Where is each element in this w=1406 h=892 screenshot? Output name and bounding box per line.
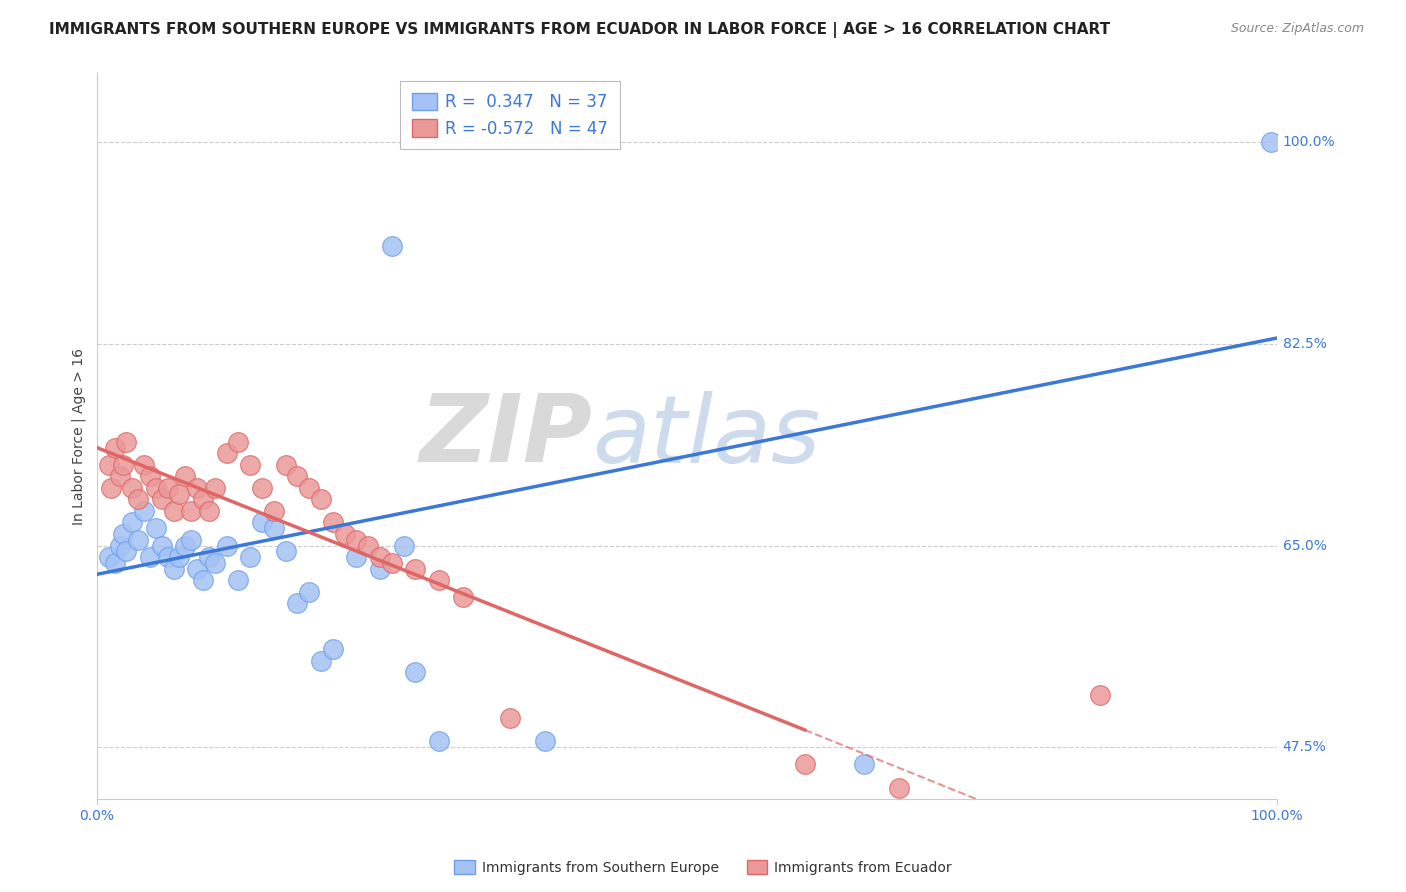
Point bbox=[111, 527, 134, 541]
Text: ZIP: ZIP bbox=[419, 390, 592, 482]
Point bbox=[793, 757, 815, 772]
Point bbox=[145, 481, 167, 495]
Point bbox=[368, 549, 391, 564]
Point bbox=[150, 492, 173, 507]
Point bbox=[127, 492, 149, 507]
Point bbox=[381, 556, 404, 570]
Point bbox=[534, 734, 557, 748]
Point bbox=[132, 504, 155, 518]
Point bbox=[889, 780, 911, 795]
Point bbox=[115, 434, 138, 449]
Point bbox=[263, 521, 285, 535]
Point bbox=[427, 573, 450, 587]
Point bbox=[287, 469, 309, 483]
Point bbox=[186, 561, 208, 575]
Point bbox=[174, 469, 197, 483]
Point bbox=[404, 665, 426, 680]
Point bbox=[121, 481, 143, 495]
Point bbox=[156, 481, 179, 495]
Point bbox=[239, 458, 262, 472]
Point bbox=[274, 458, 297, 472]
Point bbox=[132, 458, 155, 472]
Point bbox=[239, 549, 262, 564]
Point bbox=[499, 711, 522, 725]
Point bbox=[250, 516, 273, 530]
Point bbox=[110, 539, 132, 553]
Point bbox=[204, 481, 226, 495]
Text: 47.5%: 47.5% bbox=[1282, 740, 1326, 755]
Point bbox=[121, 516, 143, 530]
Legend: Immigrants from Southern Europe, Immigrants from Ecuador: Immigrants from Southern Europe, Immigra… bbox=[449, 855, 957, 880]
Point bbox=[204, 556, 226, 570]
Point bbox=[404, 561, 426, 575]
Point bbox=[162, 561, 184, 575]
Point bbox=[322, 516, 344, 530]
Point bbox=[228, 573, 250, 587]
Point bbox=[274, 544, 297, 558]
Y-axis label: In Labor Force | Age > 16: In Labor Force | Age > 16 bbox=[72, 348, 86, 524]
Point bbox=[156, 549, 179, 564]
Point bbox=[298, 481, 321, 495]
Point bbox=[162, 504, 184, 518]
Legend: R =  0.347   N = 37, R = -0.572   N = 47: R = 0.347 N = 37, R = -0.572 N = 47 bbox=[401, 81, 620, 149]
Point bbox=[115, 544, 138, 558]
Point bbox=[392, 539, 415, 553]
Text: 82.5%: 82.5% bbox=[1282, 337, 1326, 351]
Point bbox=[174, 539, 197, 553]
Point bbox=[215, 539, 238, 553]
Point bbox=[852, 757, 875, 772]
Point bbox=[198, 504, 221, 518]
Point bbox=[287, 596, 309, 610]
Point bbox=[263, 504, 285, 518]
Point bbox=[191, 492, 214, 507]
Point bbox=[103, 441, 125, 455]
Text: Source: ZipAtlas.com: Source: ZipAtlas.com bbox=[1230, 22, 1364, 36]
Point bbox=[228, 434, 250, 449]
Point bbox=[127, 533, 149, 547]
Point bbox=[427, 734, 450, 748]
Point bbox=[368, 561, 391, 575]
Point bbox=[139, 469, 162, 483]
Point bbox=[139, 549, 162, 564]
Point bbox=[344, 533, 367, 547]
Text: atlas: atlas bbox=[592, 391, 821, 482]
Point bbox=[298, 584, 321, 599]
Point bbox=[169, 549, 191, 564]
Point bbox=[103, 556, 125, 570]
Point bbox=[333, 527, 356, 541]
Point bbox=[357, 539, 380, 553]
Point bbox=[145, 521, 167, 535]
Point bbox=[250, 481, 273, 495]
Point bbox=[150, 539, 173, 553]
Point bbox=[322, 642, 344, 657]
Point bbox=[344, 549, 367, 564]
Point bbox=[180, 504, 202, 518]
Point bbox=[111, 458, 134, 472]
Point bbox=[381, 239, 404, 253]
Point bbox=[97, 549, 120, 564]
Point bbox=[180, 533, 202, 547]
Text: 100.0%: 100.0% bbox=[1282, 135, 1336, 149]
Point bbox=[110, 469, 132, 483]
Point bbox=[215, 446, 238, 460]
Point bbox=[309, 654, 332, 668]
Point bbox=[1088, 689, 1111, 703]
Point bbox=[198, 549, 221, 564]
Point bbox=[451, 591, 474, 605]
Point bbox=[169, 486, 191, 500]
Point bbox=[186, 481, 208, 495]
Point bbox=[191, 573, 214, 587]
Point bbox=[1260, 135, 1282, 149]
Text: IMMIGRANTS FROM SOUTHERN EUROPE VS IMMIGRANTS FROM ECUADOR IN LABOR FORCE | AGE : IMMIGRANTS FROM SOUTHERN EUROPE VS IMMIG… bbox=[49, 22, 1111, 38]
Point bbox=[100, 481, 122, 495]
Point bbox=[97, 458, 120, 472]
Text: 65.0%: 65.0% bbox=[1282, 539, 1326, 552]
Point bbox=[309, 492, 332, 507]
